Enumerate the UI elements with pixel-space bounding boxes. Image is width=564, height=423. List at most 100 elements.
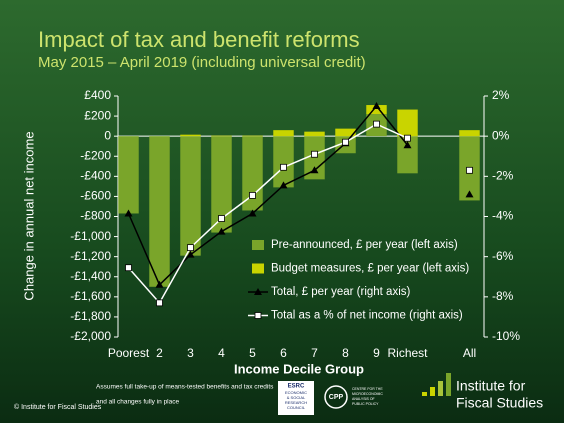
esrc-text: RESEARCH [285, 400, 307, 405]
cpp-logo: CPP CENTRE FOR THE MICROECONOMIC ANALYSI… [324, 385, 383, 409]
legend-swatch [252, 263, 264, 274]
bar [242, 136, 263, 211]
y2-tick-label: -6% [492, 249, 514, 263]
marker [373, 120, 380, 128]
esrc-box [278, 381, 314, 415]
bar [397, 136, 418, 174]
esrc-text: COUNCIL [287, 405, 306, 410]
bar [304, 136, 325, 180]
x-tick-label: Poorest [108, 346, 150, 360]
cpp-text: ANALYSIS OF [352, 397, 375, 401]
chart-subtitle: May 2015 – April 2019 (including univers… [38, 54, 366, 71]
logo-bar [430, 387, 435, 396]
marker [186, 250, 195, 258]
marker [218, 215, 225, 222]
logo-bar [438, 381, 443, 396]
marker [403, 141, 412, 149]
marker [466, 166, 473, 174]
bar [273, 130, 294, 137]
y-tick-label: 0 [104, 128, 111, 142]
marker [249, 192, 256, 199]
legend-label: Budget measures, £ per year (left axis) [271, 263, 469, 275]
x-tick-label: Richest [387, 346, 428, 360]
cpp-text: CPP [329, 394, 344, 401]
marker [254, 288, 262, 295]
bar [273, 136, 294, 188]
ifs-text: Fiscal Studies [456, 395, 543, 411]
esrc-logo: ESRC ECONOMIC & SOCIAL RESEARCH COUNCIL [278, 381, 314, 415]
marker [217, 227, 226, 235]
bar [459, 130, 480, 137]
marker [155, 280, 164, 288]
bar [180, 134, 201, 137]
esrc-text: ECONOMIC [285, 390, 307, 395]
copyright: © Institute for Fiscal Studies [14, 403, 102, 411]
marker [311, 150, 318, 158]
marker [372, 102, 381, 110]
marker [279, 181, 288, 189]
y-tick-label: -£2,000 [70, 329, 111, 343]
y2-tick-label: 0% [492, 128, 510, 142]
y-tick-label: -£1,200 [70, 249, 111, 263]
y2-tick-label: -4% [492, 209, 514, 223]
marker [124, 209, 133, 217]
footnote: and all changes fully in place [96, 399, 179, 406]
marker [125, 264, 132, 272]
marker [310, 166, 319, 174]
bar [397, 109, 418, 137]
ifs-logo: Institute for Fiscal Studies [422, 373, 543, 411]
bar [304, 131, 325, 137]
footnote: Assumes full take-up of means-tested ben… [96, 384, 274, 391]
x-tick-label: 3 [187, 346, 194, 360]
esrc-text: & SOCIAL [287, 395, 306, 400]
marker [254, 312, 262, 319]
chart-title: Impact of tax and benefit reforms [38, 27, 360, 52]
bar [149, 136, 170, 287]
y2-tick-label: -10% [492, 329, 520, 343]
logo-bar [446, 373, 451, 396]
x-tick-label: 4 [218, 346, 225, 360]
marker [187, 244, 194, 252]
bar [180, 136, 201, 256]
marker [156, 299, 163, 307]
y-tick-label: -£1,000 [70, 229, 111, 243]
bar [211, 136, 232, 233]
logo-bar [422, 392, 427, 396]
marker [465, 190, 474, 198]
marker [248, 209, 257, 217]
cpp-circle [324, 385, 348, 409]
marker [280, 163, 287, 171]
y-tick-label: -£1,800 [70, 309, 111, 323]
bar [211, 135, 232, 137]
bar [335, 128, 356, 137]
y-axis-label: Change in annual net income [21, 131, 36, 300]
bar [242, 135, 263, 137]
y-tick-label: -£600 [80, 189, 111, 203]
cpp-text: MICROECONOMIC [352, 392, 383, 396]
legend: Pre-announced, £ per year (left axis) Bud… [248, 239, 469, 322]
y-tick-label: £200 [84, 108, 111, 122]
esrc-text: ESRC [288, 384, 305, 390]
legend-label: Total as a % of net income (right axis) [271, 310, 463, 322]
y-tick-label: -£200 [80, 148, 111, 162]
y-tick-label: -£1,400 [70, 269, 111, 283]
y2-tick-label: -8% [492, 289, 514, 303]
x-tick-label: 8 [342, 346, 349, 360]
marker [404, 134, 411, 142]
legend-swatch [252, 240, 264, 250]
y-tick-label: -£1,600 [70, 289, 111, 303]
y-tick-label: -£800 [80, 209, 111, 223]
y-tick-label: -£400 [80, 169, 111, 183]
legend-label: Pre-announced, £ per year (left axis) [271, 239, 458, 251]
x-tick-label: 6 [280, 346, 287, 360]
ifs-text: Institute for [456, 378, 526, 394]
x-tick-label: 7 [311, 346, 318, 360]
x-tick-label: 9 [373, 346, 380, 360]
cpp-text: PUBLIC POLICY [352, 402, 379, 406]
x-tick-label: 5 [249, 346, 256, 360]
y2-tick-label: 2% [492, 88, 510, 102]
bar [118, 136, 139, 214]
